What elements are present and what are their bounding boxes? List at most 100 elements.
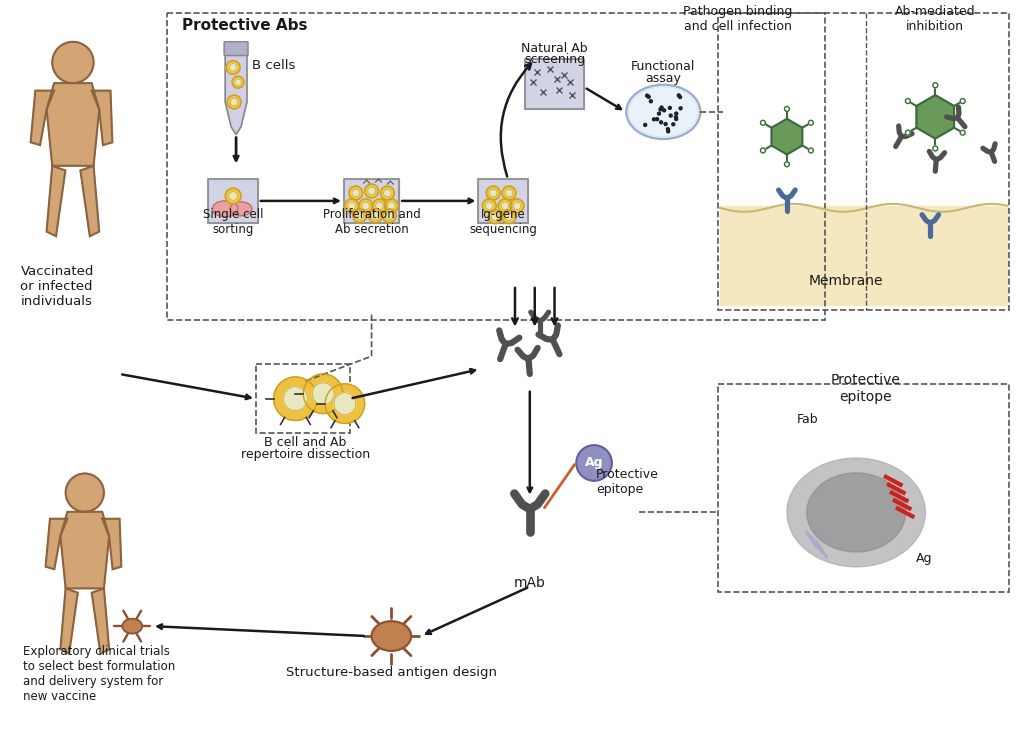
- Circle shape: [649, 100, 652, 103]
- Circle shape: [675, 112, 678, 115]
- Polygon shape: [60, 512, 110, 588]
- Circle shape: [372, 212, 379, 219]
- Circle shape: [645, 94, 648, 97]
- Text: Pathogen binding
and cell infection: Pathogen binding and cell infection: [683, 5, 793, 33]
- Circle shape: [669, 106, 672, 109]
- Circle shape: [376, 202, 383, 210]
- Circle shape: [381, 186, 394, 200]
- Circle shape: [510, 199, 524, 213]
- Circle shape: [232, 77, 244, 88]
- Circle shape: [655, 117, 658, 121]
- Circle shape: [369, 208, 382, 222]
- Circle shape: [382, 208, 396, 222]
- Circle shape: [667, 128, 670, 130]
- Ellipse shape: [807, 473, 905, 552]
- Text: Single cell
sorting: Single cell sorting: [203, 208, 263, 235]
- Circle shape: [905, 130, 910, 135]
- Circle shape: [502, 186, 516, 200]
- Circle shape: [365, 184, 379, 198]
- Text: Ag: Ag: [585, 456, 603, 469]
- Circle shape: [784, 106, 790, 112]
- FancyBboxPatch shape: [344, 179, 399, 222]
- Circle shape: [933, 82, 938, 87]
- Circle shape: [672, 122, 675, 126]
- Circle shape: [905, 98, 910, 104]
- Circle shape: [675, 116, 678, 119]
- Circle shape: [665, 122, 667, 125]
- Circle shape: [647, 95, 650, 98]
- Circle shape: [659, 121, 663, 124]
- Polygon shape: [31, 90, 54, 145]
- Text: B cells: B cells: [252, 59, 295, 72]
- Circle shape: [498, 199, 512, 213]
- Circle shape: [273, 377, 317, 421]
- Circle shape: [808, 120, 813, 125]
- Ellipse shape: [786, 458, 926, 567]
- Circle shape: [361, 202, 370, 210]
- Text: Proliferation and
Ab secretion: Proliferation and Ab secretion: [323, 208, 421, 235]
- Ellipse shape: [627, 85, 700, 139]
- Circle shape: [386, 212, 393, 219]
- Ellipse shape: [630, 88, 697, 136]
- Polygon shape: [92, 588, 110, 654]
- Text: Fab: Fab: [797, 413, 818, 426]
- Circle shape: [482, 199, 497, 213]
- Circle shape: [348, 202, 355, 210]
- Ellipse shape: [212, 201, 238, 217]
- Text: Membrane: Membrane: [809, 274, 884, 288]
- Circle shape: [761, 120, 765, 125]
- Polygon shape: [81, 165, 99, 236]
- Circle shape: [675, 117, 678, 120]
- Circle shape: [659, 108, 662, 111]
- Text: Exploratory clinical trials
to select best formulation
and delivery system for
n: Exploratory clinical trials to select be…: [24, 645, 176, 703]
- Polygon shape: [916, 95, 954, 139]
- Circle shape: [502, 202, 509, 210]
- Polygon shape: [47, 165, 66, 236]
- Circle shape: [312, 383, 334, 405]
- Circle shape: [229, 63, 237, 71]
- Circle shape: [644, 123, 647, 126]
- Circle shape: [513, 202, 521, 210]
- Circle shape: [373, 199, 386, 213]
- Text: Ag: Ag: [915, 552, 932, 565]
- Text: Structure-based antigen design: Structure-based antigen design: [286, 666, 497, 679]
- Bar: [167, 13, 824, 319]
- Circle shape: [488, 210, 502, 224]
- Circle shape: [657, 112, 660, 115]
- Circle shape: [961, 98, 966, 104]
- Circle shape: [66, 474, 103, 512]
- Circle shape: [384, 199, 398, 213]
- Polygon shape: [102, 519, 121, 569]
- FancyBboxPatch shape: [720, 206, 1008, 305]
- Circle shape: [52, 42, 93, 83]
- Bar: [256, 364, 350, 433]
- Bar: [718, 384, 1010, 591]
- Polygon shape: [46, 519, 68, 569]
- Text: Protective Abs: Protective Abs: [181, 17, 307, 33]
- Text: mAb: mAb: [514, 576, 546, 590]
- Circle shape: [356, 212, 364, 219]
- Text: Ig-gene
sequencing: Ig-gene sequencing: [469, 208, 537, 235]
- Circle shape: [387, 202, 395, 210]
- Text: assay: assay: [645, 72, 681, 85]
- Circle shape: [303, 374, 343, 413]
- Circle shape: [284, 386, 307, 410]
- Circle shape: [225, 188, 241, 204]
- Text: B cell and Ab: B cell and Ab: [264, 436, 346, 449]
- Ellipse shape: [372, 621, 411, 651]
- Circle shape: [492, 213, 499, 221]
- Circle shape: [670, 114, 672, 117]
- Circle shape: [677, 94, 680, 97]
- Circle shape: [368, 187, 376, 195]
- Text: screening: screening: [524, 53, 585, 66]
- Circle shape: [230, 98, 238, 106]
- Circle shape: [652, 118, 655, 121]
- Circle shape: [228, 192, 238, 200]
- Circle shape: [784, 162, 790, 167]
- Polygon shape: [771, 119, 803, 155]
- Circle shape: [505, 213, 513, 221]
- Text: Protective
epitope: Protective epitope: [596, 467, 658, 496]
- Circle shape: [933, 146, 938, 151]
- Polygon shape: [92, 90, 113, 145]
- Text: Vaccinated
or infected
individuals: Vaccinated or infected individuals: [20, 265, 94, 308]
